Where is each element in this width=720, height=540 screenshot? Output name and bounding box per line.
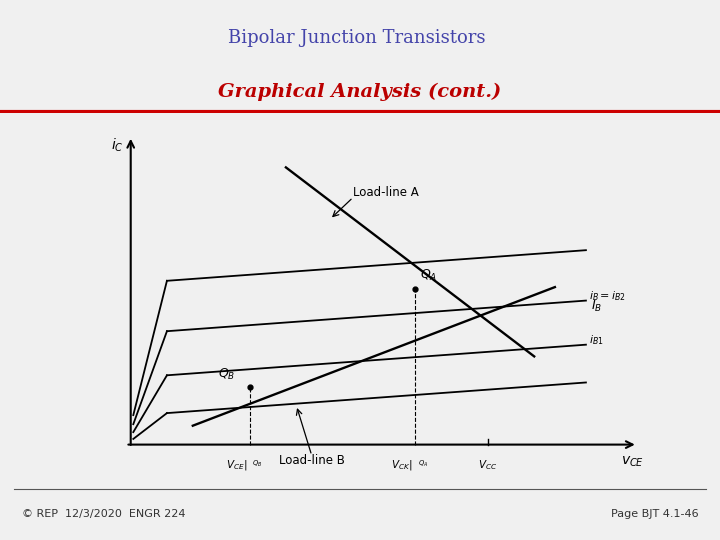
Text: $V_{CC}$: $V_{CC}$: [478, 458, 498, 471]
Text: $i_B = i_{B2}$: $i_B = i_{B2}$: [588, 289, 626, 303]
Text: ${}_{Q_B}$: ${}_{Q_B}$: [252, 458, 263, 469]
Text: Load-line A: Load-line A: [353, 186, 419, 199]
Text: ${}_{Q_A}$: ${}_{Q_A}$: [418, 458, 428, 469]
Text: $V_{CE}|$: $V_{CE}|$: [226, 458, 247, 472]
Text: $V_{CK}|$: $V_{CK}|$: [391, 458, 413, 472]
Text: $i_C$: $i_C$: [112, 137, 124, 154]
Text: $v_{CE}$: $v_{CE}$: [621, 455, 644, 469]
Text: © REP  12/3/2020  ENGR 224: © REP 12/3/2020 ENGR 224: [22, 509, 185, 519]
Text: Graphical Analysis (cont.): Graphical Analysis (cont.): [218, 83, 502, 101]
Text: Bipolar Junction Transistors: Bipolar Junction Transistors: [228, 29, 485, 48]
Text: $I_B$: $I_B$: [591, 299, 602, 314]
Text: Load-line B: Load-line B: [279, 454, 345, 467]
Text: $Q_A$: $Q_A$: [420, 268, 438, 283]
Text: $i_{B1}$: $i_{B1}$: [588, 333, 603, 347]
Text: $Q_B$: $Q_B$: [217, 367, 235, 382]
Text: Page BJT 4.1-46: Page BJT 4.1-46: [611, 509, 698, 519]
